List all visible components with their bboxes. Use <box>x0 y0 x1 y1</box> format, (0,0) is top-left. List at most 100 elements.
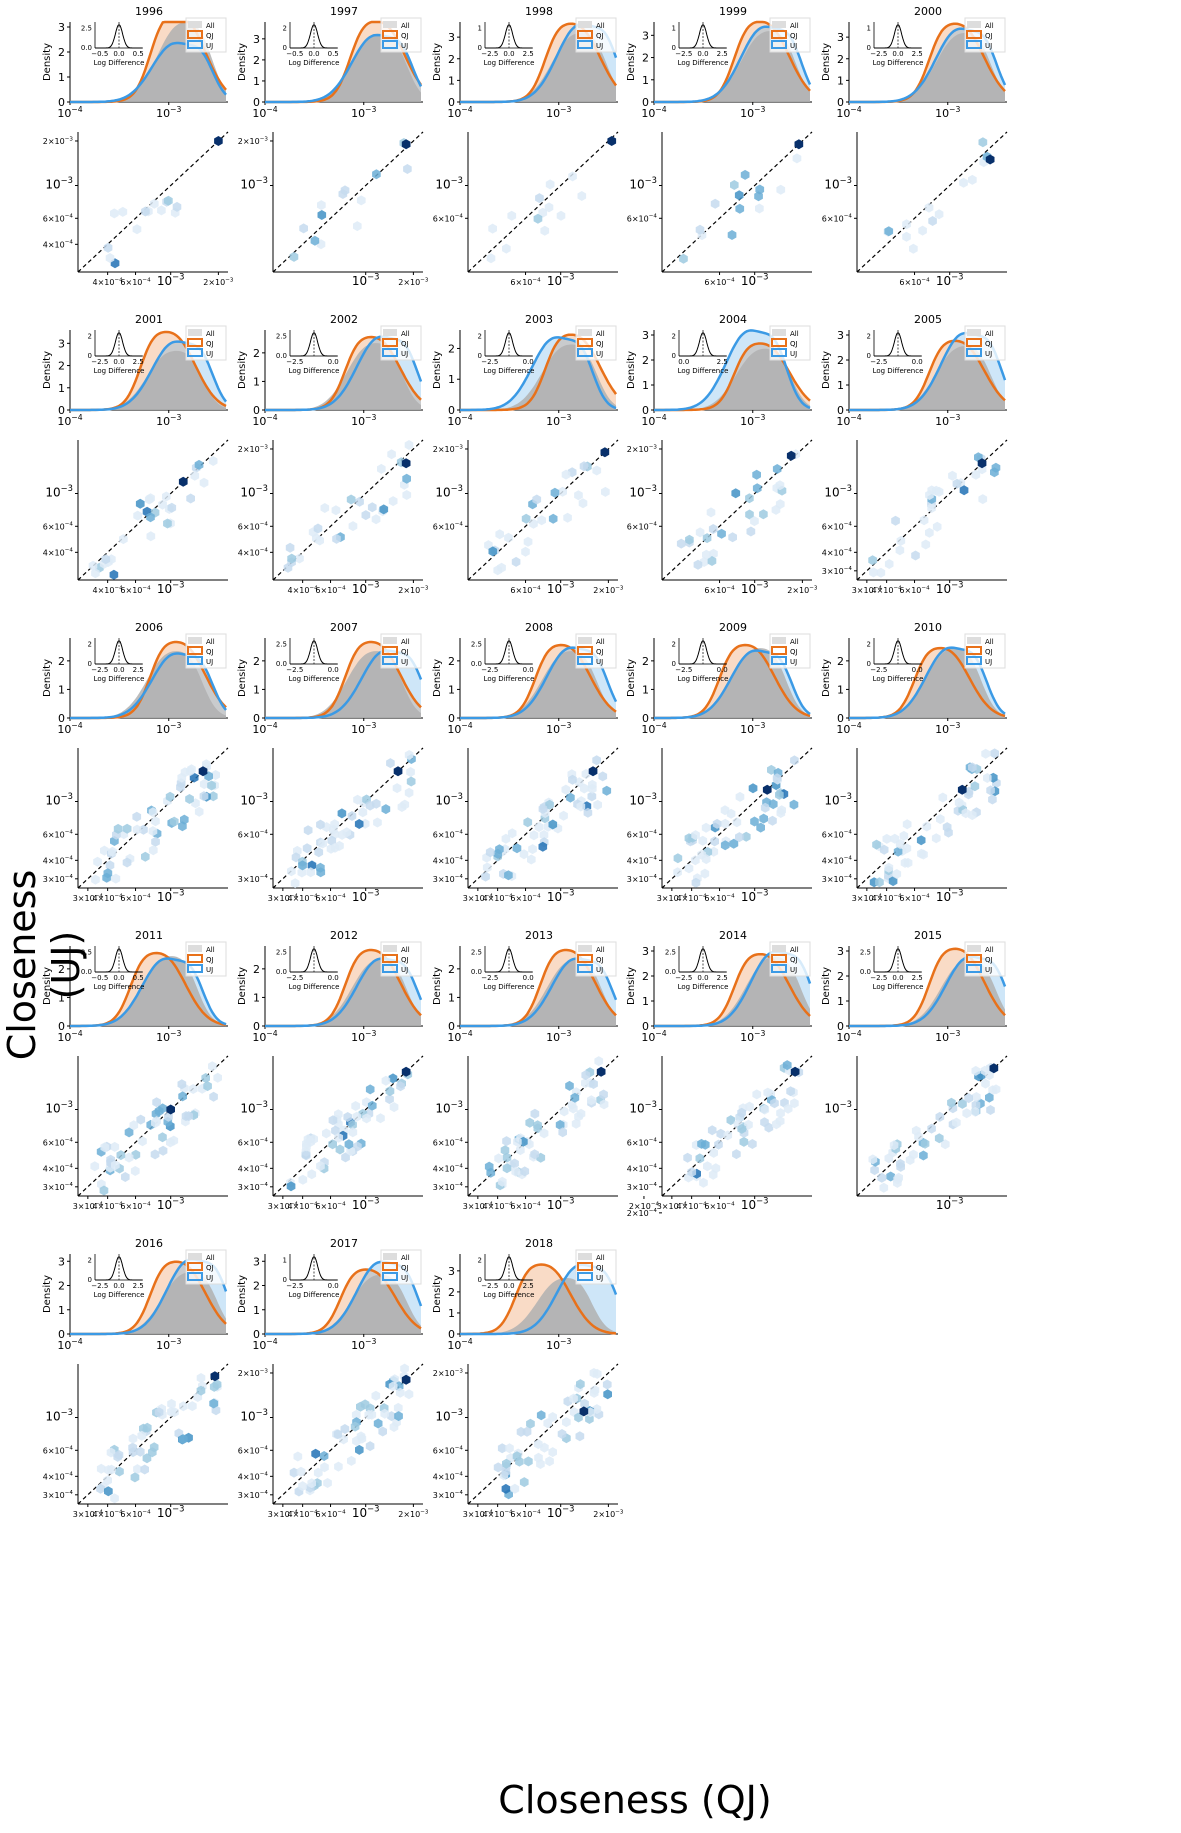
hexbin-cell <box>163 518 172 529</box>
hexbin-cell <box>357 1433 367 1444</box>
hexbin-cell <box>493 1462 503 1473</box>
hexbin-cell <box>135 1446 145 1457</box>
hexbin-ytick-label: 10−3 <box>240 1407 268 1423</box>
hexbin-cell <box>727 230 737 240</box>
hexbin-cell <box>373 1418 383 1429</box>
hexbin-cell <box>151 836 160 847</box>
hexbin-cell <box>964 1093 973 1104</box>
inset-xtick-label: 2.5 <box>717 974 728 982</box>
hexbin-ytick-label: 10−3 <box>435 483 463 499</box>
hexbin-cell <box>507 828 517 839</box>
density-ytick-label: 0 <box>253 96 260 109</box>
inset-xtick-label: 0.0 <box>892 50 903 58</box>
legend-all-swatch <box>578 21 592 28</box>
legend-all: All <box>596 1254 605 1262</box>
hexbin-cell <box>353 794 362 805</box>
hexbin-cell <box>990 748 999 759</box>
legend-all-swatch <box>383 945 397 952</box>
hexbin-cell <box>285 542 295 553</box>
hexbin-cell <box>132 824 142 835</box>
hexbin-cell <box>386 758 395 769</box>
hexbin-cell <box>142 1453 152 1464</box>
inset-curve <box>290 947 337 973</box>
hexbin-cell <box>317 200 326 211</box>
hexbin-cell <box>895 545 905 556</box>
hexbin-xtick-label: 3×10−4 <box>852 585 883 595</box>
hexbin-xtick-label: 6×10−4 <box>315 585 346 595</box>
density-ytick-label: 2 <box>253 1280 260 1293</box>
legend-uj-swatch <box>966 40 982 49</box>
hexbin-cell <box>367 1100 377 1111</box>
hexbin-xtick-label: 4×10−4 <box>93 277 124 287</box>
density-ylabel: Density <box>821 351 832 389</box>
hexbin-cell-max <box>989 1063 999 1074</box>
hexbin-cell <box>754 191 763 202</box>
hexbin-cell <box>209 1398 218 1409</box>
hexbin-cell <box>329 824 338 835</box>
hexbin-cell <box>559 810 568 821</box>
hexbin-cell <box>158 499 167 510</box>
density-xtick-label: 10−3 <box>740 413 765 428</box>
legend-uj: UJ <box>401 42 408 50</box>
hexbin-cell <box>316 1161 325 1171</box>
hexbin-cell <box>691 855 700 866</box>
hexbin-cell <box>141 206 150 217</box>
density-xtick-label: 10−3 <box>351 721 376 736</box>
hexbin-cell <box>735 832 744 843</box>
hexbin-cell <box>952 1117 961 1128</box>
hexbin-cell <box>876 567 886 578</box>
inset-xlabel: Log Difference <box>678 367 729 375</box>
legend-all-swatch <box>772 945 786 952</box>
hexbin-cell <box>544 202 554 213</box>
inset-xtick-label: 0.0 <box>717 666 728 674</box>
inset-xtick-label: 0.0 <box>113 974 124 982</box>
hexbin-ytick-label: 3×10−4 <box>43 1182 74 1192</box>
hexbin-ytick-label: 2×10−4 <box>627 1208 658 1218</box>
hexbin-cell <box>687 1167 697 1178</box>
inset-xtick-label: 2.5 <box>133 358 144 366</box>
inset-ytick-label: 2 <box>672 641 676 649</box>
hexbin-ytick-label: 10−3 <box>45 791 73 807</box>
hexbin-cell <box>116 1150 126 1161</box>
hexbin-cell <box>353 221 362 232</box>
hexbin-cell <box>702 533 712 544</box>
hexbin-xtick-label: 4×10−4 <box>288 1509 319 1519</box>
hexbin-ytick-label: 3×10−4 <box>238 874 269 884</box>
hexbin-ytick-label: 4×10−4 <box>433 856 464 866</box>
hexbin-cell <box>355 496 364 507</box>
hexbin-cell <box>770 1098 779 1109</box>
hexbin-cell-max <box>588 766 598 777</box>
hexbin-cell <box>493 565 502 576</box>
density-xtick-label: 10−4 <box>836 1029 861 1044</box>
legend-all: All <box>790 946 799 954</box>
diagonal-line <box>467 439 619 581</box>
legend-qj: QJ <box>790 648 798 656</box>
inset-ytick-label: 1 <box>672 25 676 33</box>
inset-xtick-label: 0.0 <box>503 1282 514 1290</box>
density-xtick-label: 10−3 <box>546 1029 571 1044</box>
hexbin-cell <box>158 1132 167 1143</box>
density-ytick-label: 3 <box>642 29 649 42</box>
hexbin-cell <box>169 816 179 827</box>
hexbin-ytick-label: 6×10−4 <box>433 214 464 224</box>
hexbin-cell <box>706 507 716 518</box>
hexbin-cell <box>970 781 980 792</box>
legend-all: All <box>206 330 215 338</box>
hexbin-cell <box>376 1113 385 1124</box>
hexbin-xtick-label: 3×10−4 <box>73 1201 104 1211</box>
inset-xtick-label: −2.5 <box>481 666 498 674</box>
hexbin-cell <box>333 1429 343 1440</box>
hexbin-ytick-label: 6×10−4 <box>238 1446 269 1456</box>
legend-all: All <box>790 638 799 646</box>
inset-ytick-label: 0 <box>672 660 676 668</box>
legend-uj-swatch <box>187 656 203 665</box>
hexbin-cell <box>991 1084 1001 1095</box>
inset-curve <box>290 23 337 49</box>
figure-xlabel: Closeness (QJ) <box>498 1778 772 1822</box>
inset-curve <box>874 23 921 49</box>
hexbin-cell <box>103 242 113 253</box>
hexbin-cell <box>330 842 340 853</box>
hexbin-xtick-label: 4×10−4 <box>872 893 903 903</box>
legend-qj: QJ <box>206 648 214 656</box>
